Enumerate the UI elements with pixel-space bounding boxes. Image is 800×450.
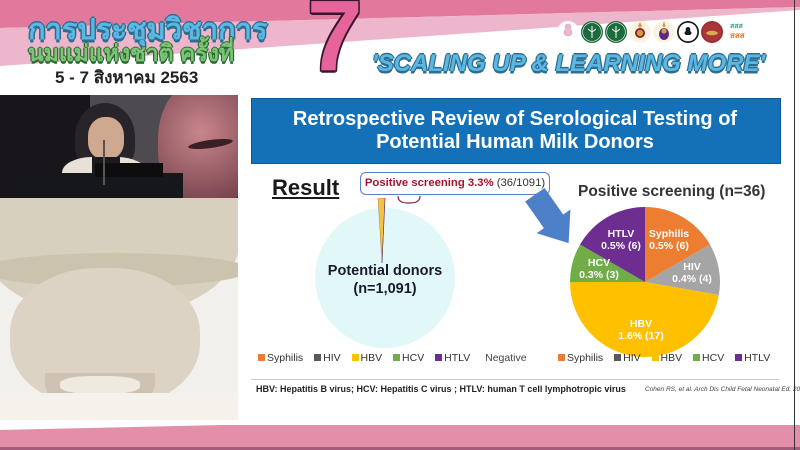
svg-text:HCV: HCV — [588, 257, 610, 269]
svg-text:HIV: HIV — [683, 261, 701, 273]
svg-text:0.5% (6): 0.5% (6) — [649, 240, 689, 252]
svg-text:สสส: สสส — [730, 23, 744, 30]
svg-text:HBV: HBV — [630, 318, 652, 330]
svg-text:สสส: สสส — [730, 31, 745, 40]
svg-text:0.4% (4): 0.4% (4) — [672, 273, 712, 285]
svg-text:Syphilis: Syphilis — [649, 228, 689, 240]
svg-text:HTLV: HTLV — [608, 228, 635, 240]
svg-text:0.3% (3): 0.3% (3) — [579, 269, 619, 281]
svg-text:0.5% (6): 0.5% (6) — [601, 240, 641, 252]
svg-text:1.6% (17): 1.6% (17) — [618, 330, 664, 342]
